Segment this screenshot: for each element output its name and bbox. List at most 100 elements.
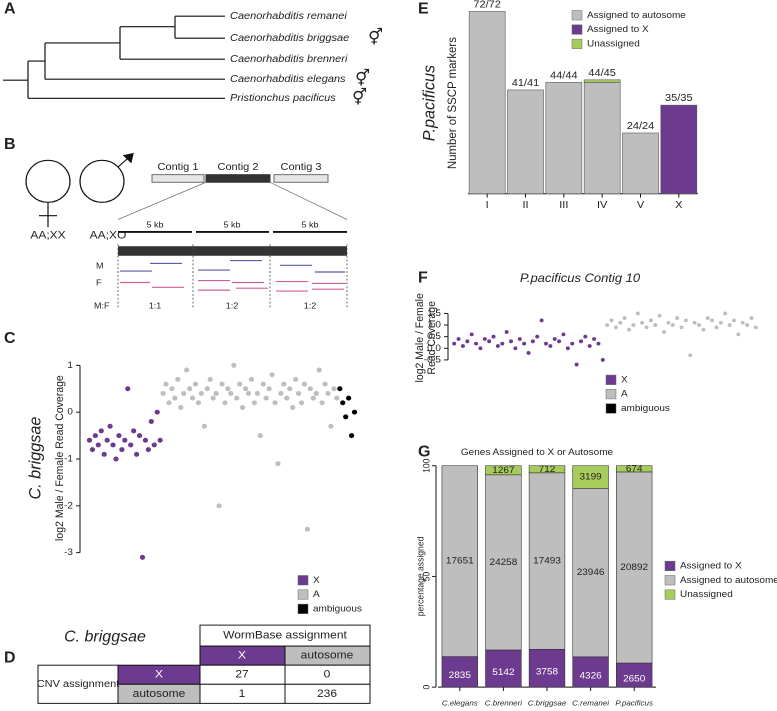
point <box>627 327 632 332</box>
point <box>727 323 732 327</box>
point <box>110 442 116 448</box>
point <box>136 433 143 439</box>
point <box>122 437 128 443</box>
dividers <box>117 244 348 308</box>
panel-letter: C <box>4 330 16 347</box>
bar-segment <box>572 465 609 489</box>
point <box>307 386 313 392</box>
panel-letter: B <box>4 136 16 153</box>
contig-label: Contig 2 <box>218 161 259 173</box>
point <box>192 381 199 387</box>
point <box>570 341 575 346</box>
bar-segment <box>507 89 544 195</box>
point <box>517 337 522 341</box>
sex-symbol: ⚥ <box>352 87 367 107</box>
point <box>692 320 697 325</box>
point <box>245 390 252 396</box>
point <box>213 390 219 396</box>
leaf-label: Caenorhabditis remanei <box>230 10 347 22</box>
cell: 27 <box>235 668 248 681</box>
bar-label: 44/44 <box>550 70 578 82</box>
y-axis-label: Number of SSCP markers <box>446 37 459 169</box>
point <box>92 433 98 439</box>
bar-segment <box>528 465 566 474</box>
x-tick-label: C.remanei <box>572 699 609 708</box>
y-tick-label: 0.0 <box>427 343 441 354</box>
point <box>513 346 518 351</box>
row-label: M:F <box>94 301 110 311</box>
point <box>740 320 745 325</box>
point <box>139 554 146 560</box>
point <box>234 395 240 401</box>
bar-count: 17651 <box>446 556 474 567</box>
point <box>125 386 131 392</box>
point <box>131 428 137 434</box>
x-tick-label: II <box>522 199 528 211</box>
point <box>745 323 750 327</box>
y-tick-label: -0.5 <box>424 355 442 366</box>
point <box>275 461 281 467</box>
point <box>530 339 535 344</box>
point <box>605 323 610 327</box>
point <box>184 367 190 373</box>
point <box>198 390 204 396</box>
point <box>160 390 166 396</box>
zoom-lines <box>117 181 348 220</box>
point <box>269 372 275 378</box>
legend-swatch <box>297 575 309 586</box>
point <box>718 320 723 325</box>
point <box>298 400 305 406</box>
bar-count: 23946 <box>577 567 605 578</box>
point <box>495 344 500 348</box>
point <box>452 341 457 346</box>
point <box>723 311 728 316</box>
bar-segment <box>622 132 659 195</box>
sex-symbol: ⚥ <box>355 68 370 88</box>
bar-count: 2835 <box>449 670 472 681</box>
leaf-label: Caenorhabditis elegans <box>230 73 346 85</box>
point <box>552 337 557 341</box>
point <box>325 390 331 396</box>
point <box>631 323 636 327</box>
x-tick-label: X <box>675 199 682 211</box>
point <box>254 390 260 396</box>
point <box>231 362 237 368</box>
point <box>688 353 693 358</box>
point <box>465 339 470 344</box>
point <box>316 367 322 373</box>
point <box>313 390 319 396</box>
point <box>266 386 272 392</box>
legend-label: Unassigned <box>680 589 733 600</box>
point <box>189 395 196 401</box>
legend-label: Assigned to X <box>680 561 742 572</box>
point <box>701 327 706 332</box>
point <box>301 381 308 387</box>
bar-count: 1267 <box>492 465 514 476</box>
side-title: P.pacificus <box>419 65 438 141</box>
bar-label: 44/45 <box>588 67 616 79</box>
point <box>128 442 134 448</box>
ratio: 1:2 <box>226 301 239 311</box>
x-tick-label: IV <box>597 199 608 211</box>
point <box>86 437 93 443</box>
point <box>343 414 349 420</box>
bar-count: 17493 <box>533 556 561 567</box>
point <box>474 341 479 346</box>
point <box>319 400 325 406</box>
ratio: 1:1 <box>149 301 162 311</box>
point <box>714 325 719 330</box>
bar-segment <box>583 82 621 195</box>
bar-segment <box>468 11 506 195</box>
point <box>278 390 284 396</box>
point <box>187 386 193 392</box>
point <box>181 390 187 396</box>
point <box>482 337 487 341</box>
point <box>169 386 175 392</box>
chart-title: P.pacificus Contig 10 <box>520 271 640 285</box>
leaf-label: Caenorhabditis brenneri <box>230 53 348 65</box>
point <box>210 395 216 401</box>
point <box>133 451 140 457</box>
contig-label: Contig 1 <box>158 161 199 173</box>
legend-label: Assigned to autosome <box>680 575 777 586</box>
point <box>172 395 178 401</box>
